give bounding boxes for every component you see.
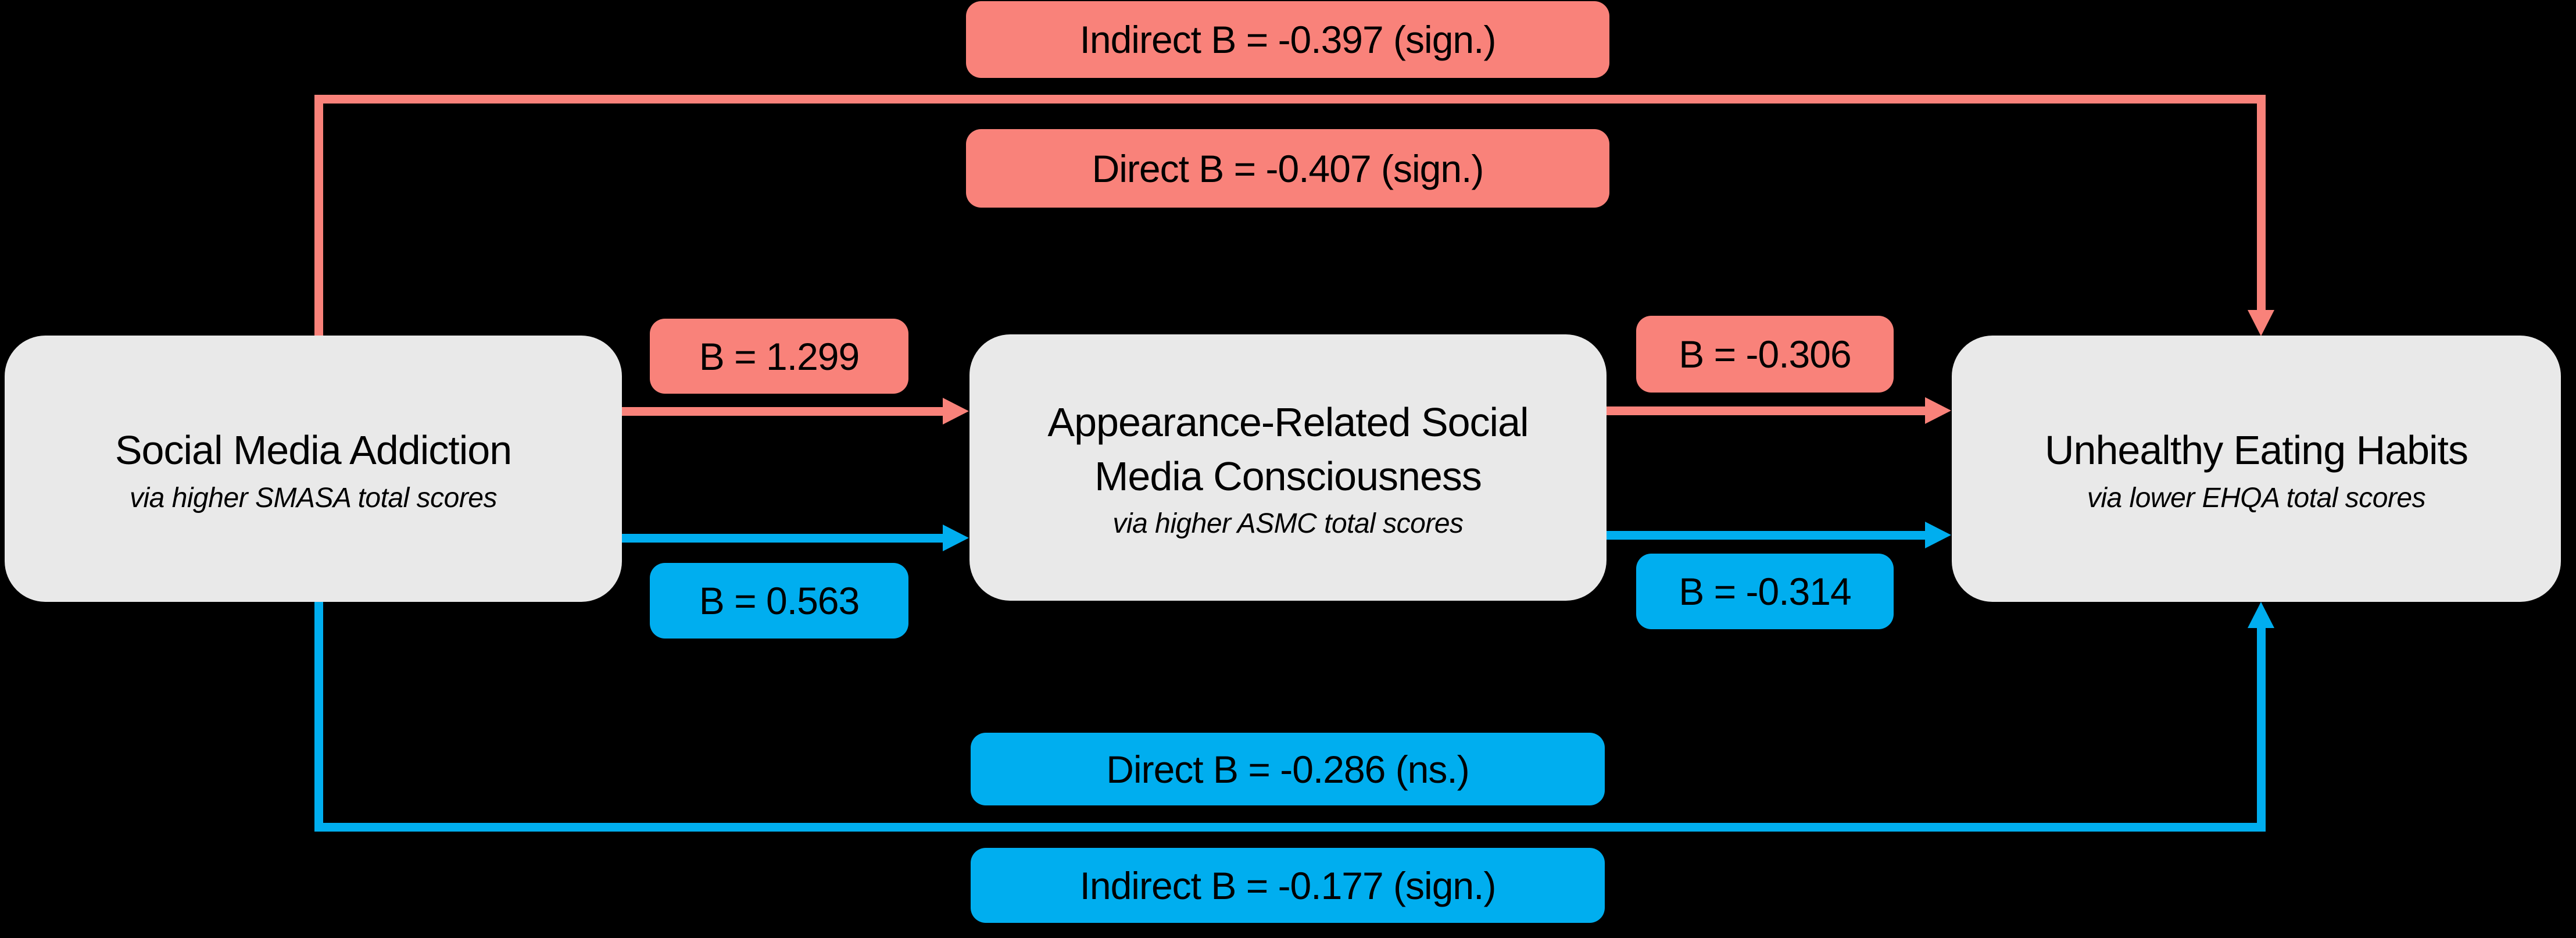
- node-unhealthy-eating-habits: Unhealthy Eating Habits via lower EHQA t…: [1952, 336, 2561, 602]
- red-top-path-vertical-right: [2257, 95, 2266, 311]
- red-top-path-horizontal: [314, 95, 2266, 104]
- node-subtitle: via higher SMASA total scores: [130, 482, 498, 513]
- node-title: Unhealthy Eating Habits: [2045, 427, 2468, 473]
- red-b-arrowhead-icon: [1925, 397, 1951, 424]
- label-red-indirect-effect: Indirect B = -0.397 (sign.): [966, 1, 1609, 78]
- node-title: Social Media Addiction: [115, 427, 512, 473]
- red-top-path-vertical-left: [314, 95, 323, 337]
- red-a-arrowhead-icon: [943, 398, 969, 425]
- blue-bottom-path-vertical-left: [314, 602, 323, 831]
- label-red-direct-effect: Direct B = -0.407 (sign.): [966, 129, 1609, 208]
- blue-a-arrow-shaft: [622, 534, 943, 543]
- red-b-arrow-shaft: [1607, 406, 1926, 415]
- blue-arrowhead-up-icon: [2248, 602, 2274, 628]
- blue-bottom-path-horizontal: [314, 823, 2266, 832]
- red-arrowhead-down-icon: [2248, 310, 2274, 336]
- node-subtitle: via lower EHQA total scores: [2087, 482, 2426, 513]
- blue-b-arrowhead-icon: [1925, 522, 1951, 548]
- blue-bottom-path-vertical-right: [2257, 627, 2266, 832]
- blue-b-arrow-shaft: [1607, 531, 1926, 540]
- node-appearance-related-social-media-consciousness: Appearance-Related Social Media Consciou…: [969, 334, 1607, 601]
- label-blue-a-path: B = 0.563: [650, 563, 908, 639]
- node-social-media-addiction: Social Media Addiction via higher SMASA …: [5, 336, 622, 602]
- label-blue-indirect-effect: Indirect B = -0.177 (sign.): [971, 848, 1605, 923]
- label-red-b-path: B = -0.306: [1636, 316, 1894, 393]
- label-blue-b-path: B = -0.314: [1636, 554, 1894, 629]
- node-title: Appearance-Related Social Media Consciou…: [1047, 400, 1529, 499]
- label-blue-direct-effect: Direct B = -0.286 (ns.): [971, 733, 1605, 805]
- node-subtitle: via higher ASMC total scores: [1112, 508, 1464, 539]
- label-red-a-path: B = 1.299: [650, 319, 908, 394]
- red-a-arrow-shaft: [622, 407, 943, 416]
- blue-a-arrowhead-icon: [943, 525, 969, 551]
